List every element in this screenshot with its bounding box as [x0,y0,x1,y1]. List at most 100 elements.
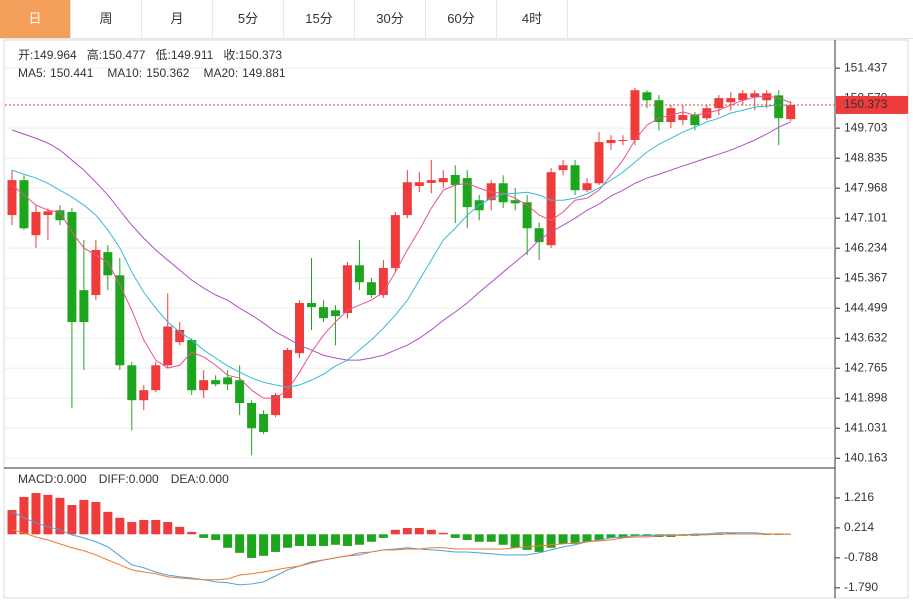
macd-bar [295,534,305,546]
candle-body [67,211,77,323]
candle-body [726,98,736,103]
candle-body [654,100,664,123]
candle-body [534,228,544,243]
legend-text: MA20: [203,66,238,80]
candle-body [546,172,556,246]
macd-bar [546,534,556,548]
macd-bar [534,534,544,552]
candle-body [31,211,41,236]
candle-body [750,93,760,98]
period-tab[interactable]: 15分 [284,0,355,38]
candle-body [330,310,340,317]
macd-bar [247,534,257,558]
candle-body [618,140,628,142]
candle-body [582,183,592,191]
candle-body [714,98,724,109]
y-tick-label: 148.835 [844,150,888,164]
candle-body [498,183,508,203]
candle-body [402,182,412,216]
macd-bar [630,534,640,536]
period-tab[interactable]: 周 [71,0,142,38]
macd-bar [91,502,101,535]
macd-bar [259,534,269,556]
macd-bar [31,493,41,535]
period-tab[interactable]: 月 [142,0,213,38]
macd-bar [307,534,316,546]
macd-bar [462,534,472,540]
y-tick-label: 151.437 [844,60,888,74]
last-price-box [836,95,908,114]
candle-body [259,414,269,433]
macd-bar [43,494,53,535]
macd-bar [139,519,149,535]
candle-body [774,95,784,119]
y-tick-label: 147.101 [844,210,888,224]
legend-text: MA5: [18,66,46,80]
macd-bar [330,534,340,545]
candle-body [223,377,233,385]
candle-body [354,265,364,283]
candle-body [414,182,424,187]
legend-text: 高: [87,47,102,62]
candle-body [318,307,328,319]
candle-body [738,93,748,101]
macd-bar [127,522,137,535]
macd-bar [318,534,328,546]
legend-text: 开: [18,48,33,62]
period-tab[interactable]: 5分 [213,0,284,38]
candle-body [606,140,616,144]
candle-body [151,365,161,391]
y-tick-label: 145.367 [844,270,888,284]
candle-body [91,250,101,296]
candle-body [235,380,245,403]
candle-body [79,290,89,323]
ma-line [11,104,791,388]
macd-line [11,511,791,586]
macd-bar [283,534,293,548]
legend-text: 150.373 [239,48,283,62]
y-tick-label: 149.703 [844,120,888,134]
macd-bar [774,534,784,535]
candle-body [690,115,700,126]
candle-body [211,380,221,385]
macd-bar [354,534,364,545]
y-tick-label: 141.898 [844,390,888,404]
candle-body [139,390,149,401]
candle-body [295,302,305,354]
macd-bar [570,534,580,544]
candle-body [307,302,316,308]
legend-text: 0.000 [57,472,87,486]
legend-text: 150.362 [146,66,190,80]
candle-body [630,90,640,141]
y-tick-label: 140.163 [844,450,888,464]
candle-body [283,350,293,399]
candle-body [594,142,604,184]
period-tab[interactable]: 4时 [497,0,568,38]
macd-bar [390,529,400,535]
legend-text: 收: [223,48,238,62]
legend-text: MA10: [107,66,142,80]
candle-body [678,115,688,120]
macd-bar [19,496,29,535]
macd-bar [378,534,388,538]
macd-bar [151,519,161,535]
y-tick-label: 141.031 [844,420,888,434]
legend-text: 149.964 [33,48,77,62]
candle-body [450,174,460,185]
candle-body [127,365,137,401]
macd-bar [235,534,245,553]
legend-text: 150.441 [50,66,94,80]
legend-text: 0.000 [129,472,159,486]
macd-bar [594,534,604,540]
y-tick-label: 146.234 [844,240,888,254]
period-tab[interactable]: 60分 [426,0,497,38]
candle-body [462,178,472,208]
macd-bar [175,526,185,535]
y-tick-label: 143.632 [844,330,888,344]
period-tab[interactable]: 30分 [355,0,426,38]
period-tab[interactable]: 日 [0,0,71,38]
macd-bar [402,528,412,535]
candle-body [426,180,436,183]
period-tabs: 日周月 5分 15分 30分 60分 4时 [0,0,913,39]
